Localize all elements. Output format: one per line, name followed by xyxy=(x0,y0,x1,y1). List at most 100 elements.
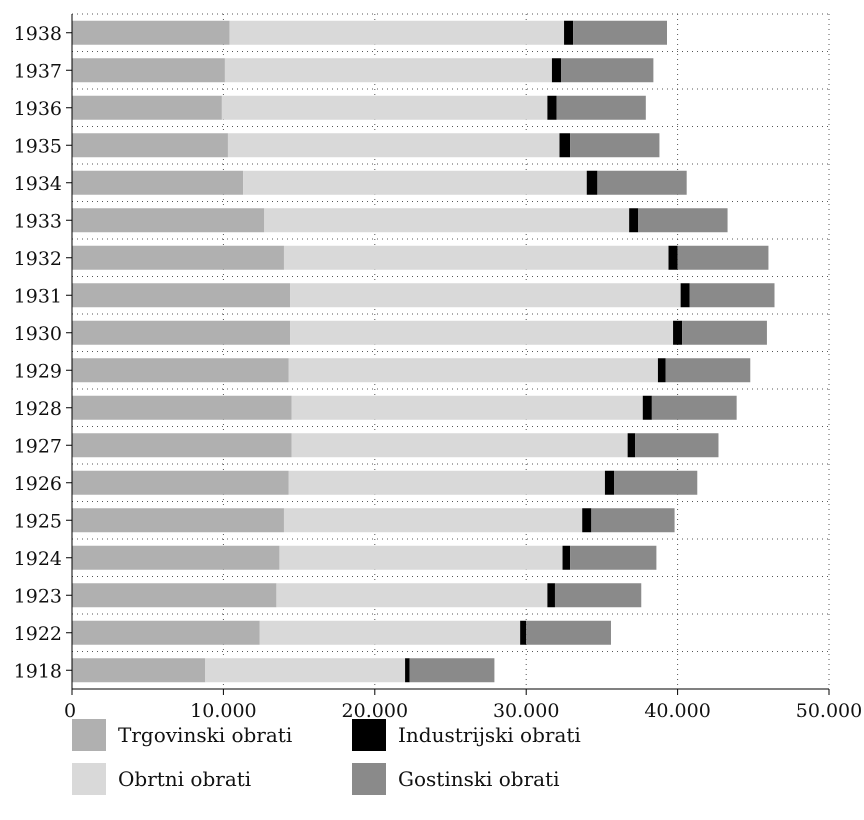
bar-1932-4 xyxy=(677,245,769,270)
bar-1934-3 xyxy=(586,170,598,195)
bar-1924-4 xyxy=(570,545,657,570)
bar-1932-3 xyxy=(668,245,678,270)
bar-1933-4 xyxy=(638,208,728,233)
legend-label-1: Trgovinski obrati xyxy=(118,723,292,747)
bar-1932-1 xyxy=(72,245,284,270)
bar-1923-2 xyxy=(276,583,548,608)
bar-1927-4 xyxy=(635,433,719,458)
legend: Trgovinski obrati Obrtni obrati Industrijs… xyxy=(72,719,581,795)
bar-1930-1 xyxy=(72,320,291,345)
bar-1924-2 xyxy=(279,545,563,570)
bar-1926-2 xyxy=(288,470,605,495)
legend-swatch-4 xyxy=(352,763,386,795)
bar-1936-3 xyxy=(547,95,557,120)
bar-1937-4 xyxy=(561,58,654,83)
bar-1927-2 xyxy=(291,433,628,458)
axes xyxy=(66,14,830,695)
bar-1931-4 xyxy=(689,283,775,308)
bar-1929-3 xyxy=(657,358,666,383)
bar-1923-1 xyxy=(72,583,277,608)
bar-1930-3 xyxy=(673,320,683,345)
bar-1935-2 xyxy=(227,133,560,158)
bar-1929-2 xyxy=(288,358,658,383)
y-tick-label-1928: 1928 xyxy=(14,398,62,420)
bar-1934-4 xyxy=(597,170,687,195)
bar-1918-4 xyxy=(409,658,495,683)
legend-swatch-1 xyxy=(72,719,106,751)
bar-1936-2 xyxy=(221,95,548,120)
y-tick-label-1937: 1937 xyxy=(14,60,62,82)
legend-label-3: Industrijski obrati xyxy=(398,723,581,747)
bar-1929-4 xyxy=(665,358,751,383)
y-tick-label-1924: 1924 xyxy=(14,548,62,570)
y-tick-label-1930: 1930 xyxy=(14,323,62,345)
bar-1934-2 xyxy=(243,170,587,195)
x-tick-label: 40.000 xyxy=(644,700,710,722)
bar-1922-3 xyxy=(520,620,527,645)
legend-label-4: Gostinski obrati xyxy=(398,767,560,791)
bar-1931-1 xyxy=(72,283,291,308)
bar-1923-4 xyxy=(554,583,642,608)
bar-1925-4 xyxy=(591,508,675,533)
y-tick-label-1938: 1938 xyxy=(14,23,62,45)
y-tick-label-1922: 1922 xyxy=(14,623,62,645)
y-tick-label-1932: 1932 xyxy=(14,248,62,270)
x-tick-label: 20.000 xyxy=(342,700,408,722)
bar-1936-1 xyxy=(72,95,222,120)
y-tick-label-1935: 1935 xyxy=(14,135,62,157)
bar-1934-1 xyxy=(72,170,244,195)
y-tick-label-1936: 1936 xyxy=(14,98,62,120)
bar-1938-1 xyxy=(72,20,230,45)
bar-1918-2 xyxy=(205,658,406,683)
y-tick-label-1925: 1925 xyxy=(14,510,62,532)
bar-1922-4 xyxy=(526,620,611,645)
x-tick-label: 0 xyxy=(64,700,76,722)
bar-1931-2 xyxy=(290,283,681,308)
y-tick-label-1931: 1931 xyxy=(14,285,62,307)
x-tick-label: 30.000 xyxy=(493,700,559,722)
bar-1930-4 xyxy=(682,320,767,345)
bar-1933-1 xyxy=(72,208,265,233)
y-tick-label-1918: 1918 xyxy=(14,660,62,682)
y-tick-labels: 1938 1937 1936 1935 1934 1933 1932 1931 1930 1929… xyxy=(14,23,62,683)
bar-1929-1 xyxy=(72,358,289,383)
y-tick-label-1923: 1923 xyxy=(14,585,62,607)
bar-1933-3 xyxy=(629,208,639,233)
bar-1918-3 xyxy=(405,658,410,683)
bar-1926-4 xyxy=(614,470,698,495)
legend-swatch-3 xyxy=(352,719,386,751)
bar-1937-3 xyxy=(551,58,562,83)
y-tick-label-1929: 1929 xyxy=(14,360,62,382)
bar-1925-1 xyxy=(72,508,284,533)
x-tick-labels: 0 10.000 20.000 30.000 40.000 50.000 xyxy=(64,700,862,722)
bar-1928-3 xyxy=(642,395,652,420)
bar-1925-3 xyxy=(582,508,592,533)
bar-1933-2 xyxy=(264,208,630,233)
bar-1926-1 xyxy=(72,470,289,495)
bar-1928-1 xyxy=(72,395,292,420)
bar-1937-1 xyxy=(72,58,225,83)
legend-label-2: Obrtni obrati xyxy=(118,767,251,791)
bar-1937-2 xyxy=(224,58,552,83)
bar-1932-2 xyxy=(283,245,669,270)
grid xyxy=(72,13,830,689)
bar-1930-2 xyxy=(290,320,674,345)
bar-1935-3 xyxy=(559,133,571,158)
bar-1918-1 xyxy=(72,658,206,683)
bar-1935-1 xyxy=(72,133,228,158)
y-tick-label-1927: 1927 xyxy=(14,435,62,457)
legend-swatch-2 xyxy=(72,763,106,795)
y-tick-label-1933: 1933 xyxy=(14,210,62,232)
bar-1938-4 xyxy=(573,20,668,45)
bar-1922-2 xyxy=(259,620,521,645)
bar-1931-3 xyxy=(680,283,690,308)
x-tick-label: 50.000 xyxy=(796,700,862,722)
bar-1927-1 xyxy=(72,433,292,458)
y-tick-label-1926: 1926 xyxy=(14,473,62,495)
bar-1936-4 xyxy=(556,95,646,120)
x-tick-label: 10.000 xyxy=(190,700,256,722)
bar-1924-3 xyxy=(562,545,571,570)
bar-1938-2 xyxy=(229,20,565,45)
bar-1926-3 xyxy=(604,470,615,495)
